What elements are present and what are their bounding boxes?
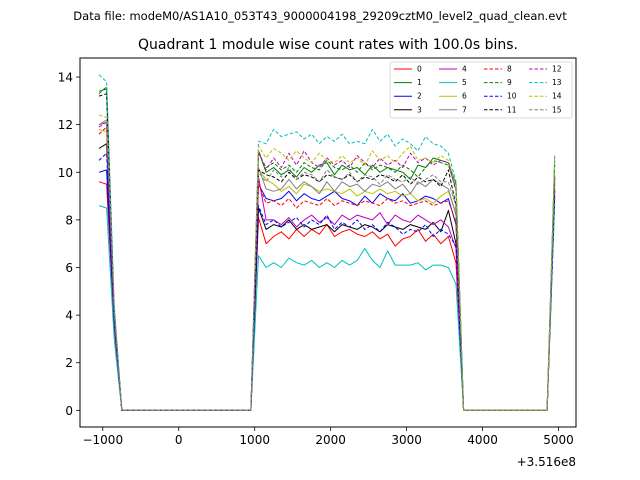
x-tick-label: −1000: [82, 433, 123, 447]
series-line-4: [98, 121, 556, 411]
legend-label-12: 12: [552, 65, 562, 74]
x-tick-label: 5000: [543, 433, 574, 447]
x-offset-label: +3.516e8: [517, 455, 576, 469]
series-line-2: [98, 169, 556, 411]
y-tick-label: 10: [58, 166, 73, 180]
y-tick-label: 4: [65, 309, 73, 323]
legend-label-2: 2: [417, 92, 422, 101]
legend-label-4: 4: [462, 65, 467, 74]
series-line-11: [98, 93, 556, 411]
figure-suptitle: Data file: modeM0/AS1A10_053T43_90000041…: [73, 9, 567, 23]
series-line-1: [98, 88, 556, 411]
y-axis: 0 2 4 6 8 10 12 14: [58, 71, 80, 418]
legend-label-11: 11: [507, 105, 517, 114]
series-line-13: [98, 74, 556, 411]
legend-label-9: 9: [507, 78, 512, 87]
series-layer: [98, 74, 556, 411]
y-tick-label: 14: [58, 71, 73, 85]
legend-label-5: 5: [462, 78, 467, 87]
x-axis: −1000 0 1000 2000 3000 4000 5000: [82, 427, 574, 447]
legend-label-1: 1: [417, 78, 422, 87]
legend-label-3: 3: [417, 105, 422, 114]
chart-title: Quadrant 1 module wise count rates with …: [138, 37, 518, 53]
legend-label-10: 10: [507, 92, 517, 101]
x-tick-label: 2000: [315, 433, 346, 447]
legend-label-6: 6: [462, 92, 467, 101]
x-tick-label: 3000: [391, 433, 422, 447]
legend-label-14: 14: [552, 92, 562, 101]
y-tick-label: 6: [65, 261, 73, 275]
series-line-6: [98, 128, 556, 411]
series-line-15: [98, 121, 556, 411]
legend-frame: [389, 61, 573, 119]
axes-frame: [79, 57, 577, 428]
series-line-12: [98, 121, 556, 411]
legend-label-15: 15: [552, 105, 562, 114]
y-tick-label: 8: [65, 213, 73, 227]
series-line-8: [98, 126, 556, 411]
x-tick-label: 0: [175, 433, 183, 447]
series-line-10: [98, 152, 556, 411]
series-line-14: [98, 114, 556, 411]
series-line-0: [98, 181, 556, 411]
x-tick-label: 4000: [467, 433, 498, 447]
series-line-7: [98, 119, 556, 411]
legend-label-0: 0: [417, 65, 422, 74]
legend-label-7: 7: [462, 105, 467, 114]
y-tick-label: 0: [65, 404, 73, 418]
legend-label-13: 13: [552, 78, 562, 87]
y-tick-label: 12: [58, 118, 73, 132]
x-tick-label: 1000: [239, 433, 270, 447]
y-tick-label: 2: [65, 356, 73, 370]
series-line-5: [98, 203, 556, 411]
legend-label-8: 8: [507, 65, 512, 74]
